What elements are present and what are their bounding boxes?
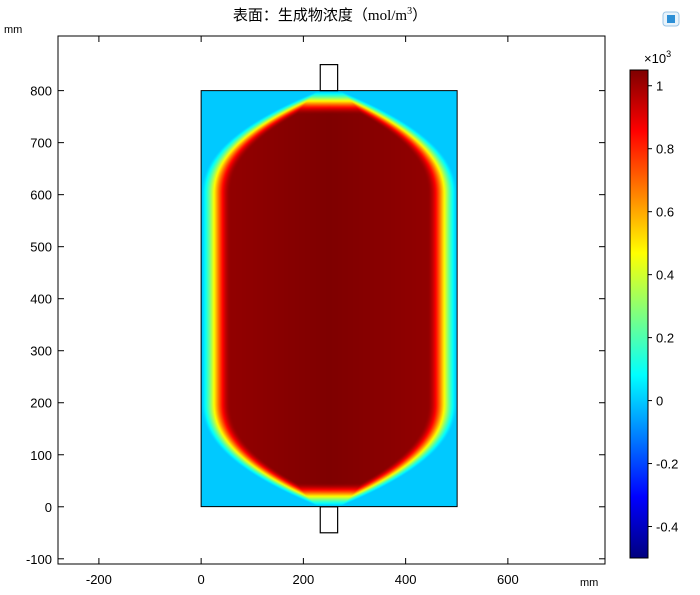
title-superscript: 3	[407, 6, 412, 17]
colorbar-tick-label: 0.6	[656, 205, 674, 220]
field-raster	[201, 90, 458, 507]
colorbar-tick-label: -0.4	[656, 520, 678, 535]
svg-text:表面：生成物浓度（mol/m3）: 表面：生成物浓度（mol/m3）	[233, 6, 427, 24]
colorbar: ×103 1 0.8 0.6 0.4 0.2 0 -0.2 -0.4	[629, 49, 678, 559]
y-tick-label: 500	[30, 240, 52, 255]
colorbar-gradient	[629, 69, 649, 559]
x-tick-label: 0	[198, 572, 205, 587]
y-tick-label: 600	[30, 188, 52, 203]
x-tick-label: 200	[293, 572, 315, 587]
y-tick-label: 200	[30, 396, 52, 411]
y-tick-label: 100	[30, 448, 52, 463]
y-unit-label: mm	[4, 24, 22, 36]
x-unit-label: mm	[580, 577, 598, 589]
app-logo-icon	[662, 11, 680, 27]
colorbar-tick-label: 0.2	[656, 331, 674, 346]
x-tick-label: -200	[86, 572, 112, 587]
plot-axes: -200 0 200 400 600 -100 0 100 200 300 400 500 600 700…	[26, 36, 605, 587]
y-tick-label: -100	[26, 552, 52, 567]
y-tick-label: 0	[45, 500, 52, 515]
colorbar-tick-label: 0.4	[656, 268, 674, 283]
outlet-port	[319, 506, 339, 534]
y-tick-label: 300	[30, 344, 52, 359]
concentration-field	[200, 64, 458, 534]
chart-title: 表面：生成物浓度（mol/m3）	[233, 6, 427, 24]
colorbar-tick-label: 1	[656, 79, 663, 94]
title-main: 表面：生成物浓度（mol/m	[233, 7, 408, 24]
x-tick-label: 600	[497, 572, 519, 587]
y-tick-label: 800	[30, 84, 52, 99]
title-suffix: ）	[412, 7, 427, 24]
inlet-port	[319, 64, 339, 92]
colorbar-tick-label: 0	[656, 394, 663, 409]
colorbar-tick-label: 0.8	[656, 142, 674, 157]
x-tick-label: 400	[395, 572, 417, 587]
colorbar-tick-label: -0.2	[656, 457, 678, 472]
colorbar-multiplier-exp: 3	[666, 49, 671, 59]
colorbar-multiplier-base: ×10	[644, 51, 666, 66]
colorbar-multiplier: ×103	[644, 49, 671, 66]
y-tick-label: 700	[30, 136, 52, 151]
y-tick-label: 400	[30, 292, 52, 307]
